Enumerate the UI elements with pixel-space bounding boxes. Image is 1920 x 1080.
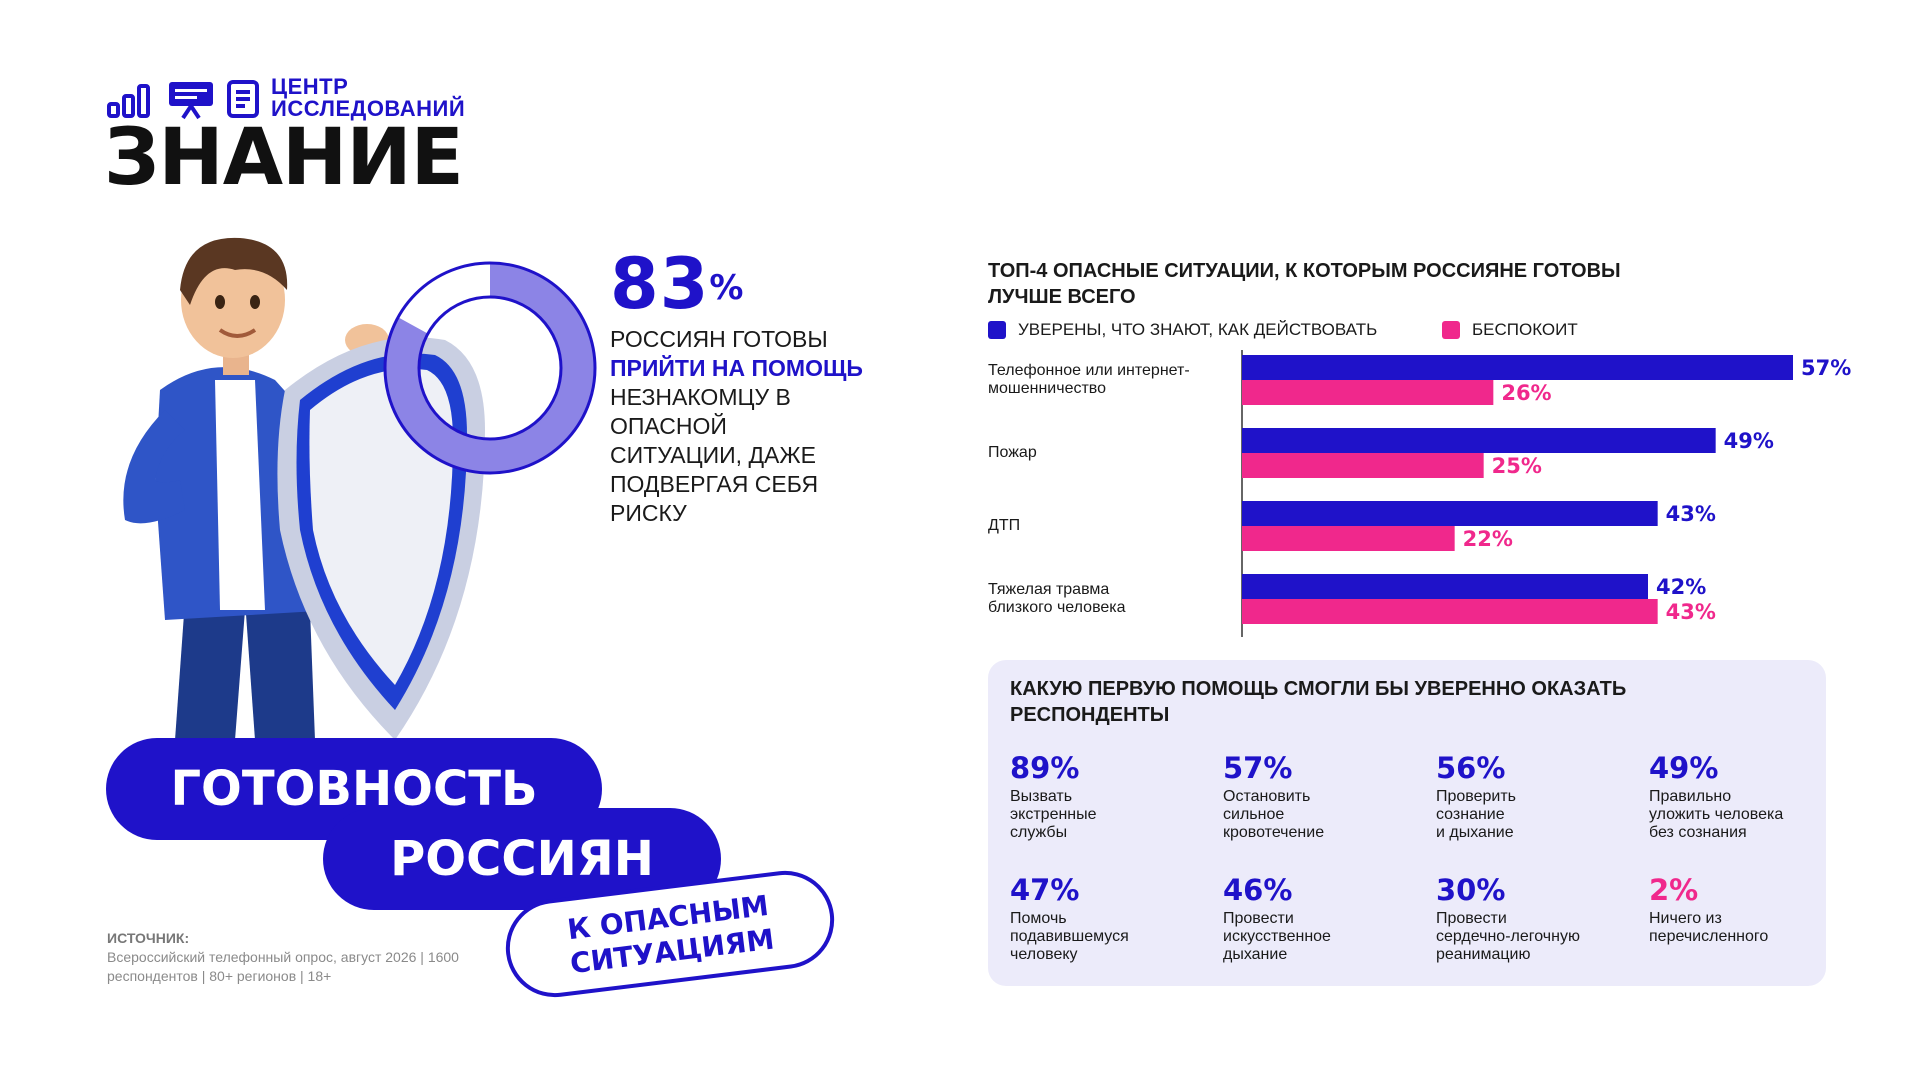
bar-value-label: 42%: [1656, 575, 1706, 599]
source-heading: ИСТОЧНИК:: [107, 930, 190, 946]
document-icon: [227, 80, 259, 118]
bar-value-label: 57%: [1801, 356, 1851, 380]
bar-value-label: 49%: [1724, 429, 1774, 453]
first-aid-stat-label: Помочь подавившемуся человеку: [1010, 910, 1129, 963]
category-label: ДТП: [988, 517, 1020, 534]
first-aid-stat-label: Вызвать экстренные службы: [1010, 788, 1097, 841]
first-aid-title: КАКУЮ ПЕРВУЮ ПОМОЩЬ СМОГЛИ БЫ УВЕРЕННО О…: [1010, 678, 1627, 726]
category-label: Пожар: [988, 444, 1037, 461]
first-aid-stat: 47% Помочь подавившемуся человеку: [1010, 874, 1210, 964]
first-aid-stat-value: 30%: [1436, 873, 1506, 907]
first-aid-stat-value: 47%: [1010, 873, 1080, 907]
first-aid-stat: 56% Проверить сознание и дыхание: [1436, 752, 1636, 842]
bar-value-label: 43%: [1666, 600, 1716, 624]
bar: [1242, 599, 1658, 624]
first-aid-stat-label: Проверить сознание и дыхание: [1436, 788, 1517, 841]
legend-item-confident: УВЕРЕНЫ, ЧТО ЗНАЮТ, КАК ДЕЙСТВОВАТЬ: [988, 320, 1377, 340]
first-aid-stat-value: 2%: [1649, 873, 1699, 907]
bar-value-label: 43%: [1666, 502, 1716, 526]
first-aid-stat: 57% Остановить сильное кровотечение: [1223, 752, 1423, 842]
first-aid-stat-value: 89%: [1010, 751, 1080, 785]
first-aid-stat-value: 46%: [1223, 873, 1293, 907]
first-aid-stat: 2% Ничего из перечисленного: [1649, 874, 1849, 946]
legend-swatch-blue: [988, 321, 1006, 339]
first-aid-stat-label: Провести искусственное дыхание: [1223, 910, 1331, 963]
headline-percent: 83%: [610, 243, 745, 325]
bar: [1242, 526, 1455, 551]
first-aid-panel: [988, 660, 1826, 986]
bar: [1242, 453, 1484, 478]
headline-description: РОССИЯН ГОТОВЫ ПРИЙТИ НА ПОМОЩЬ НЕЗНАКОМ…: [610, 326, 863, 526]
bar: [1242, 355, 1793, 380]
logo-wordmark: ЗНАНИЕ: [104, 113, 464, 203]
first-aid-stat-value: 56%: [1436, 751, 1506, 785]
presentation-icon: [169, 82, 213, 120]
first-aid-stat-label: Правильно уложить человека без сознания: [1649, 788, 1784, 841]
bar-value-label: 26%: [1501, 381, 1551, 405]
bar: [1242, 380, 1494, 405]
chart-title: ТОП-4 ОПАСНЫЕ СИТУАЦИИ, К КОТОРЫМ РОССИЯ…: [988, 260, 1621, 308]
bar: [1242, 428, 1716, 453]
first-aid-stat: 49% Правильно уложить человека без сознан…: [1649, 752, 1849, 842]
logo-subtitle: ЦЕНТР ИССЛЕДОВАНИЙ: [271, 74, 466, 121]
bar-value-label: 25%: [1492, 454, 1542, 478]
first-aid-stat-label: Провести сердечно-легочную реанимацию: [1436, 910, 1580, 963]
first-aid-stat-value: 57%: [1223, 751, 1293, 785]
bar-chart: Телефонное или интернет-мошенничество 57%…: [988, 350, 1851, 637]
bar-value-label: 22%: [1463, 527, 1513, 551]
first-aid-stat-label: Остановить сильное кровотечение: [1223, 788, 1325, 841]
donut-83-percent: [383, 261, 597, 475]
category-label: Тяжелая травма близкого человека: [988, 581, 1126, 616]
first-aid-stat: 30% Провести сердечно-легочную реанимацию: [1436, 874, 1636, 964]
legend-item-worried: БЕСПОКОИТ: [1442, 320, 1578, 340]
category-label: Телефонное или интернет-мошенничество: [988, 362, 1190, 397]
source-text: Всероссийский телефонный опрос, август 2…: [107, 949, 459, 984]
legend-swatch-pink: [1442, 321, 1460, 339]
bar: [1242, 574, 1648, 599]
bar: [1242, 501, 1658, 526]
first-aid-stat-label: Ничего из перечисленного: [1649, 910, 1769, 945]
first-aid-stat-value: 49%: [1649, 751, 1719, 785]
first-aid-stat: 46% Провести искусственное дыхание: [1223, 874, 1423, 964]
logo-icons: [107, 80, 259, 120]
first-aid-stat: 89% Вызвать экстренные службы: [1010, 752, 1210, 842]
